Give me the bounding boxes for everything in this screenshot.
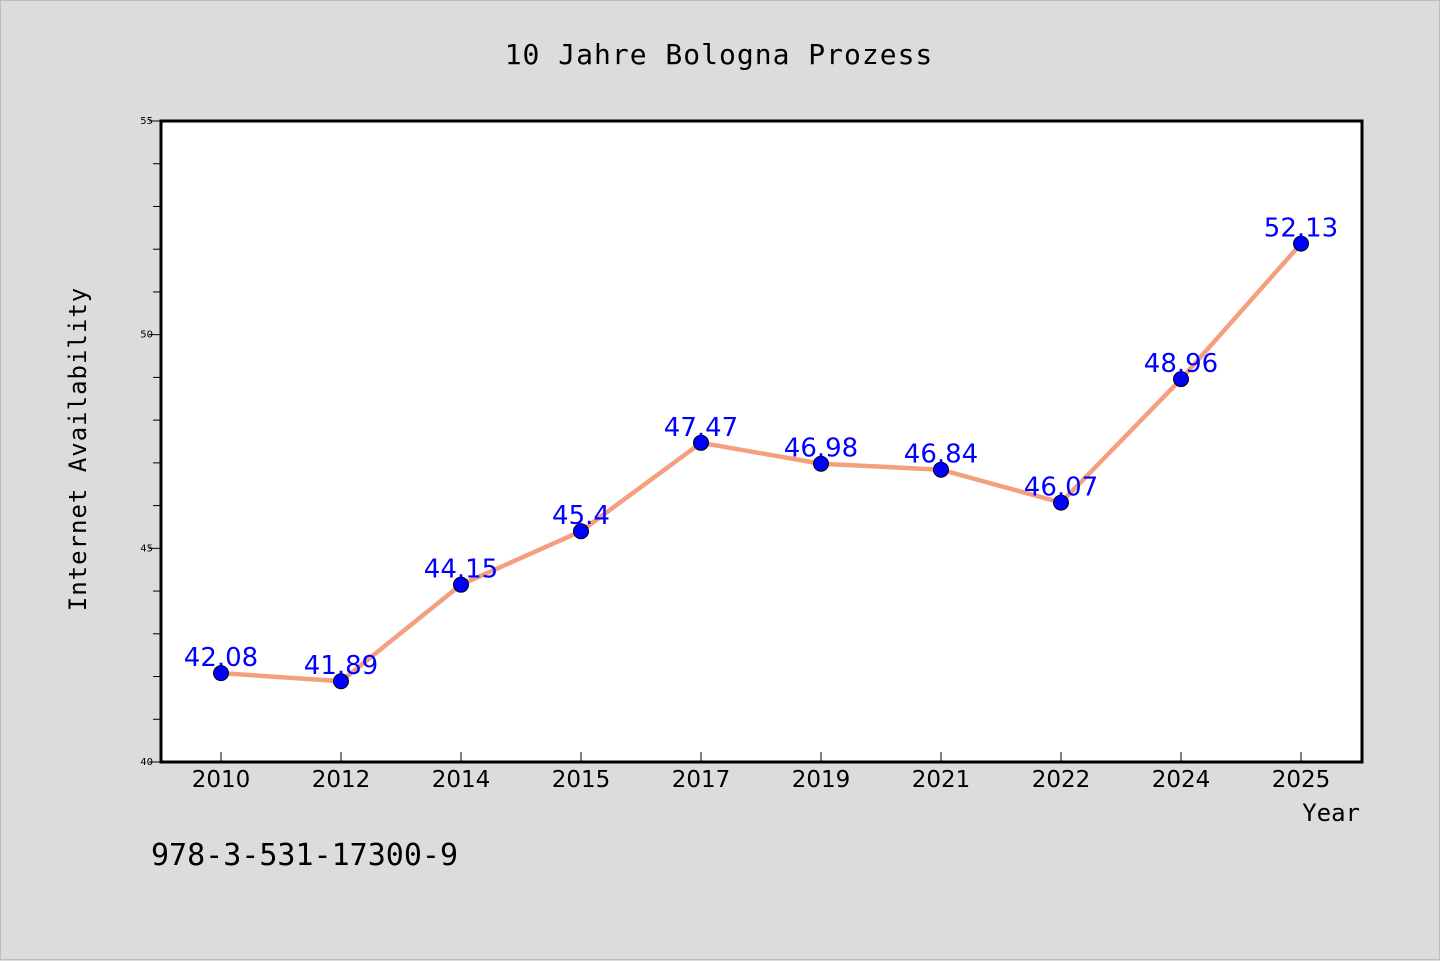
data-point (1293, 235, 1309, 252)
x-tick-label: 2025 (1272, 767, 1331, 793)
x-tick-label: 2015 (552, 767, 611, 793)
data-label: 45.4 (552, 501, 610, 531)
x-tick-label: 2021 (912, 767, 971, 793)
data-point (213, 665, 229, 682)
x-axis: 2010 2012 2014 2015 2017 2019 2021 2022 2024 2025 (192, 752, 1331, 793)
data-point (813, 455, 829, 472)
y-tick-label: 55 (140, 116, 153, 127)
data-label: 48.96 (1144, 349, 1218, 379)
data-label: 41.89 (304, 651, 378, 681)
series-line (220, 242, 1303, 684)
y-tick-label: 40 (140, 757, 153, 768)
isbn-annotation: 978-3-531-17300-9 (151, 838, 458, 873)
x-tick-label: 2012 (312, 767, 371, 793)
series-line-group: 42.08 41.89 44.15 45.4 47.47 46.98 46.84 46.07 4… (184, 214, 1338, 690)
plot-area (159, 119, 1364, 764)
chart-title: 10 Jahre Bologna Prozess (505, 38, 934, 71)
data-point (693, 434, 709, 451)
data-label: 47.47 (664, 413, 738, 443)
x-tick-label: 2024 (1152, 767, 1211, 793)
data-point (453, 576, 469, 593)
data-label: 46.07 (1024, 473, 1098, 503)
data-point (573, 523, 589, 540)
data-label: 44.15 (424, 555, 498, 585)
x-axis-label: Year (1302, 799, 1360, 827)
data-point (933, 461, 949, 478)
data-label: 52.13 (1264, 214, 1338, 244)
x-tick-label: 2014 (432, 767, 491, 793)
y-tick-label: 45 (140, 543, 153, 554)
data-label: 42.08 (184, 643, 258, 673)
x-tick-label: 2019 (792, 767, 851, 793)
y-axis: 40 45 50 55 (140, 116, 161, 768)
x-tick-label: 2017 (672, 767, 731, 793)
data-point (333, 673, 349, 690)
x-tick-label: 2010 (192, 767, 251, 793)
data-label: 46.84 (904, 440, 978, 470)
y-tick-label: 50 (140, 330, 153, 341)
data-point (1173, 371, 1189, 388)
y-axis-label: Internet Availability (64, 287, 92, 611)
data-point (1053, 494, 1069, 511)
x-tick-label: 2022 (1032, 767, 1091, 793)
data-label: 46.98 (784, 434, 858, 464)
